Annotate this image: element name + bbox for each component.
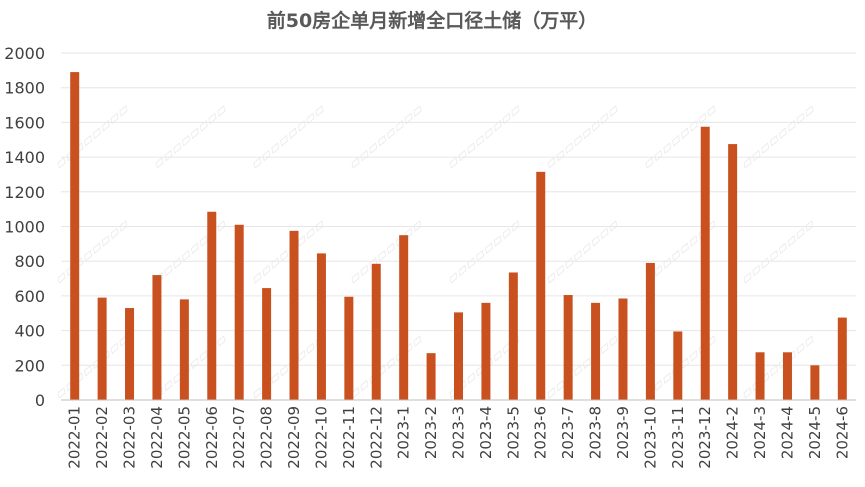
watermark-mark: ▱▱▱▱▱▱▱▱ xyxy=(149,99,232,172)
watermark-mark: ▱▱▱▱▱▱▱▱ xyxy=(247,329,330,402)
x-tick-label: 2023-5 xyxy=(504,406,522,459)
y-tick-label: 1000 xyxy=(4,218,45,237)
bar xyxy=(837,317,847,400)
bar xyxy=(810,365,820,400)
x-tick-label: 2023-12 xyxy=(696,406,714,469)
bar xyxy=(728,144,738,400)
x-tick-label: 2022-04 xyxy=(148,406,166,469)
bar xyxy=(179,299,189,400)
watermark-mark: ▱▱▱▱▱▱▱▱ xyxy=(443,99,526,172)
x-tick-label: 2022-06 xyxy=(203,406,221,469)
bar xyxy=(536,171,546,400)
bar xyxy=(782,352,792,400)
bar xyxy=(70,72,80,401)
watermark-mark: ▱▱▱▱▱▱▱▱ xyxy=(541,329,624,402)
bar xyxy=(262,288,272,400)
bars xyxy=(70,72,847,401)
y-tick-label: 200 xyxy=(14,356,45,375)
x-tick-label: 2024-4 xyxy=(778,406,796,459)
x-tick-label: 2023-6 xyxy=(532,406,550,459)
bar xyxy=(344,296,354,400)
bar xyxy=(508,272,518,400)
y-tick-label: 400 xyxy=(14,322,45,341)
x-tick-label: 2023-4 xyxy=(477,406,495,459)
y-tick-label: 2000 xyxy=(4,44,45,63)
bar xyxy=(399,235,409,400)
y-tick-label: 800 xyxy=(14,252,45,271)
watermark-mark: ▱▱▱▱▱▱▱▱ xyxy=(345,214,428,287)
bar xyxy=(481,302,491,400)
bar xyxy=(700,126,710,401)
watermark-mark: ▱▱▱▱▱▱▱▱ xyxy=(247,214,330,287)
x-tick-label: 2022-09 xyxy=(285,406,303,469)
x-tick-label: 2024-2 xyxy=(724,406,742,459)
watermark-mark: ▱▱▱▱▱▱▱▱ xyxy=(737,214,820,287)
x-tick-label: 2024-3 xyxy=(751,406,769,459)
x-tick-label: 2022-05 xyxy=(175,406,193,469)
bar xyxy=(371,263,381,400)
watermark-mark: ▱▱▱▱▱▱▱▱ xyxy=(247,99,330,172)
y-tick-label: 1600 xyxy=(4,113,45,132)
x-tick-label: 2023-10 xyxy=(641,406,659,469)
watermark-mark: ▱▱▱▱▱▱▱▱ xyxy=(345,329,428,402)
x-axis-ticks: 2022-01 2022-02 2022-03 2022-04 2022-05 2022-… xyxy=(66,406,852,469)
y-tick-label: 0 xyxy=(35,391,45,410)
x-tick-label: 2023-1 xyxy=(395,406,413,459)
x-tick-label: 2022-01 xyxy=(66,406,84,469)
x-tick-label: 2022-10 xyxy=(312,406,330,469)
y-axis-ticks: 0 200 400 600 800 1000 1200 1400 1600 1800 2000 xyxy=(4,44,45,410)
watermark-mark: ▱▱▱▱▱▱▱▱ xyxy=(51,214,134,287)
x-tick-label: 2022-11 xyxy=(340,406,358,469)
bar xyxy=(454,312,463,400)
x-tick-label: 2022-12 xyxy=(367,406,385,469)
bar xyxy=(207,211,217,400)
watermark-mark: ▱▱▱▱▱▱▱▱ xyxy=(51,99,134,172)
bar xyxy=(673,331,683,400)
x-tick-label: 2024-6 xyxy=(833,406,851,459)
x-tick-label: 2023-2 xyxy=(422,406,440,459)
bar xyxy=(645,262,655,400)
chart-title: 前50房企单月新增全口径土储（万平） xyxy=(267,9,597,32)
x-tick-label: 2022-02 xyxy=(93,406,111,469)
bar xyxy=(755,352,765,400)
bar xyxy=(234,224,244,400)
bar xyxy=(289,230,299,400)
bar xyxy=(591,302,601,400)
x-tick-label: 2022-03 xyxy=(121,406,139,469)
x-tick-label: 2023-8 xyxy=(587,406,605,459)
y-tick-label: 1200 xyxy=(4,183,45,202)
watermark-mark: ▱▱▱▱▱▱▱▱ xyxy=(541,214,624,287)
watermark-mark: ▱▱▱▱▱▱▱▱ xyxy=(737,99,820,172)
x-tick-label: 2023-9 xyxy=(614,406,632,459)
x-tick-label: 2023-3 xyxy=(450,406,468,459)
watermark-mark: ▱▱▱▱▱▱▱▱ xyxy=(345,99,428,172)
x-tick-label: 2023-7 xyxy=(559,406,577,459)
x-tick-label: 2023-11 xyxy=(669,406,687,469)
bar xyxy=(426,353,436,400)
bar xyxy=(563,295,573,400)
bar xyxy=(618,298,628,400)
watermark-mark: ▱▱▱▱▱▱▱▱ xyxy=(737,329,820,402)
y-tick-label: 1400 xyxy=(4,148,45,167)
bar xyxy=(97,297,107,400)
watermark-mark: ▱▱▱▱▱▱▱▱ xyxy=(51,329,134,402)
x-tick-label: 2022-07 xyxy=(230,406,248,469)
watermark-mark: ▱▱▱▱▱▱▱▱ xyxy=(541,99,624,172)
x-tick-label: 2024-5 xyxy=(806,406,824,459)
y-tick-label: 1800 xyxy=(4,79,45,98)
bar xyxy=(316,253,326,400)
bar xyxy=(125,308,135,400)
y-tick-label: 600 xyxy=(14,287,45,306)
x-tick-label: 2022-08 xyxy=(258,406,276,469)
bar xyxy=(152,275,162,400)
